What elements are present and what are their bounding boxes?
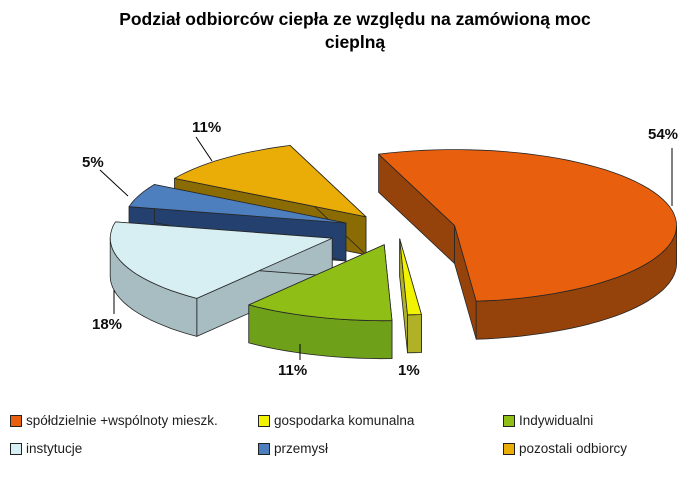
legend-swatch (10, 414, 22, 427)
legend: spółdzielnie +wspólnoty mieszk. gospodark… (10, 413, 694, 456)
legend-item: pozostali odbiorcy (503, 441, 694, 456)
legend-swatch (503, 414, 515, 427)
pct-label-instytucje: 18% (92, 316, 123, 333)
legend-label: gospodarka komunalna (274, 413, 415, 428)
leader-line-slice-4 (99, 169, 129, 197)
legend-label: Indywidualni (519, 413, 594, 428)
legend-swatch (258, 442, 270, 455)
legend-item: przemysł (258, 441, 503, 456)
pie-slice-3-top (109, 221, 333, 299)
pie-slice-1-rim-wall (407, 314, 422, 354)
pie-slice-1-top (399, 238, 422, 316)
pct-label-pozostali: 11% (192, 119, 222, 136)
page-title: Podział odbiorców ciepła ze względu na z… (119, 9, 591, 53)
pct-label-przemysl: 5% (82, 154, 104, 171)
legend-item: Indywidualni (503, 413, 694, 428)
legend-item: instytucje (10, 441, 258, 456)
pie-slice-2-top (248, 244, 393, 322)
pct-label-spoldzielnie: 54% (648, 126, 679, 143)
leader-line-slice-5 (195, 136, 213, 162)
pie-slice-0-top (378, 149, 677, 302)
pct-label-indywidualni: 11% (278, 362, 308, 379)
legend-label: pozostali odbiorcy (519, 441, 628, 456)
pie-slice-4-top (128, 184, 347, 224)
legend-swatch (258, 414, 270, 427)
legend-swatch (503, 442, 515, 455)
legend-label: instytucje (26, 441, 83, 456)
legend-item: gospodarka komunalna (258, 413, 503, 428)
legend-item: spółdzielnie +wspólnoty mieszk. (10, 413, 258, 428)
pie-slice-5-top (174, 145, 367, 218)
legend-swatch (10, 442, 22, 455)
pct-label-gospodarka: 1% (398, 362, 420, 379)
legend-label: spółdzielnie +wspólnoty mieszk. (26, 413, 218, 428)
legend-label: przemysł (274, 441, 329, 456)
